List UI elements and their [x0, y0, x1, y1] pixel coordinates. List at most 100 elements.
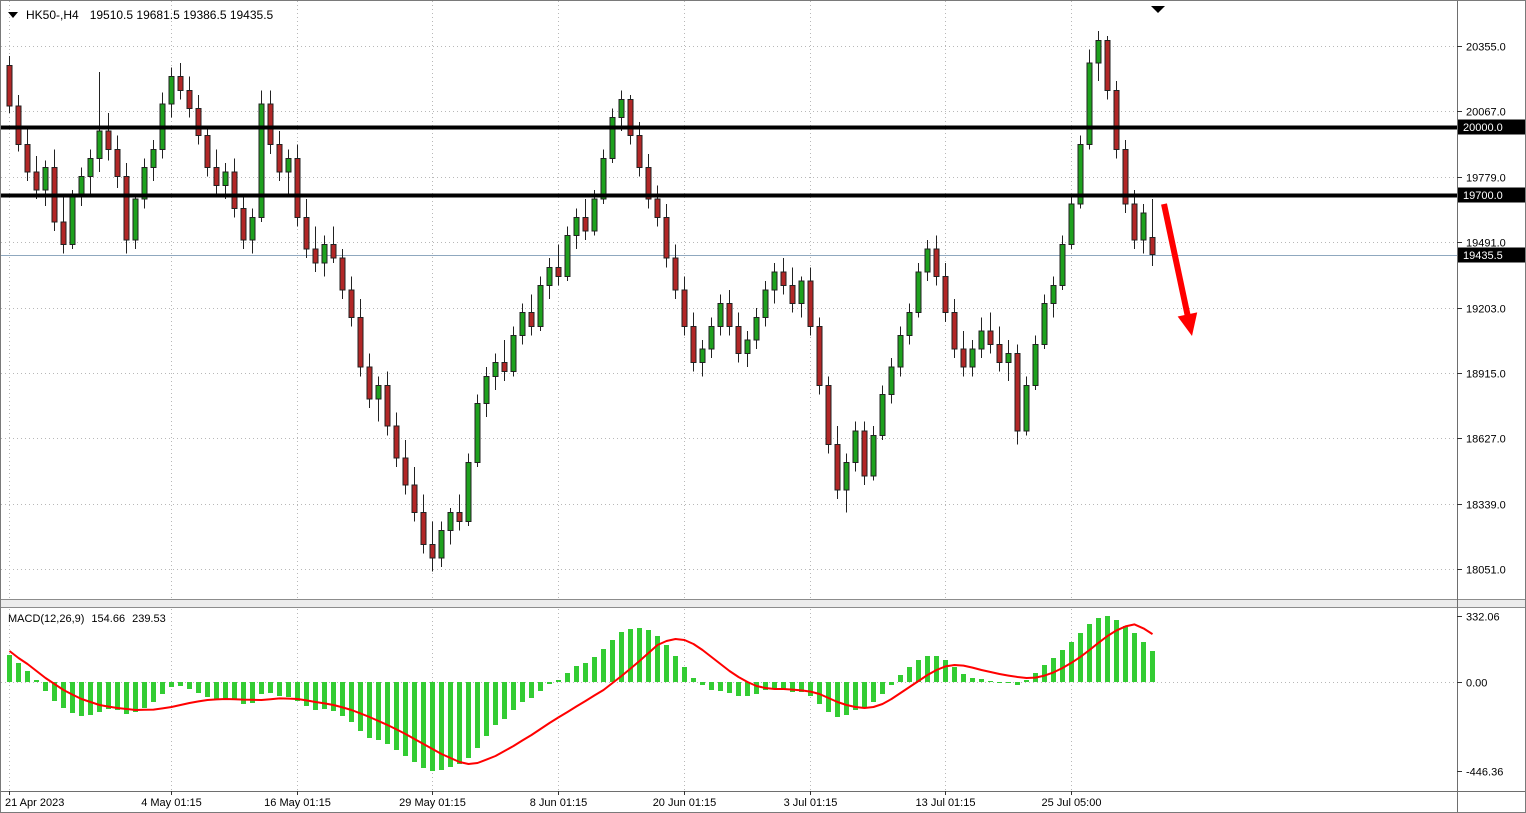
candle: [357, 299, 364, 377]
candle: [807, 267, 814, 336]
price-axis-label: 18051.0: [1466, 565, 1506, 577]
macd-axis-label: 332.06: [1466, 612, 1500, 624]
candle: [573, 208, 580, 250]
candle: [942, 262, 949, 322]
price-axis-label: 19203.0: [1466, 304, 1506, 316]
candle: [177, 63, 184, 100]
candle: [267, 90, 274, 154]
price-axis-label: 18627.0: [1466, 434, 1506, 446]
candle: [996, 326, 1003, 372]
candle: [960, 330, 967, 377]
panel-splitter-bar[interactable]: [1, 599, 1526, 607]
time-axis-label: 8 Jun 01:15: [530, 797, 588, 809]
candle: [375, 376, 382, 422]
main-plot-area[interactable]: [1, 1, 1457, 599]
candle: [852, 421, 859, 472]
candle: [888, 358, 895, 404]
svg-text:19700.0: 19700.0: [1463, 190, 1503, 202]
candle: [1095, 31, 1102, 82]
candle: [438, 521, 445, 567]
candle: [843, 453, 850, 513]
candle: [114, 135, 121, 188]
candle: [321, 235, 328, 277]
candle: [726, 290, 733, 336]
symbol-period-label: HK50-,H4: [26, 8, 79, 22]
candle: [978, 317, 985, 359]
candle: [663, 203, 670, 268]
time-axis-label: 4 May 01:15: [141, 797, 202, 809]
candle: [798, 276, 805, 318]
candle: [339, 249, 346, 300]
candle: [384, 371, 391, 436]
candle: [96, 72, 103, 172]
current-price-label-box: 19435.5: [1458, 247, 1525, 263]
candle: [447, 507, 454, 545]
candle: [906, 303, 913, 345]
candle: [771, 262, 778, 304]
candle: [537, 276, 544, 331]
level-price-label-box: 20000.0: [1458, 119, 1525, 135]
candle: [465, 453, 472, 527]
candle: [546, 258, 553, 300]
candle: [60, 194, 67, 254]
price-scale-area[interactable]: [1457, 1, 1525, 812]
candle: [132, 194, 139, 250]
candle: [654, 185, 661, 227]
candle: [969, 339, 976, 377]
candle: [708, 317, 715, 359]
candle: [1059, 235, 1066, 291]
time-scale-area[interactable]: [1, 791, 1457, 812]
candle: [411, 467, 418, 522]
candle: [1113, 81, 1120, 159]
candle: [510, 326, 517, 377]
candle: [150, 140, 157, 182]
candle: [294, 144, 301, 227]
candle: [1104, 35, 1111, 100]
candle: [879, 385, 886, 440]
macd-signal-value: 239.53: [132, 613, 166, 625]
candle: [276, 131, 283, 182]
panel-splitter[interactable]: [1, 599, 1525, 607]
macd-signal-line: [8, 623, 1154, 765]
candle: [924, 240, 931, 281]
macd-panel-area[interactable]: [1, 607, 1457, 791]
svg-text:19435.5: 19435.5: [1463, 250, 1503, 262]
candle: [1050, 276, 1057, 318]
candle: [735, 312, 742, 363]
candle: [1014, 344, 1021, 445]
candle: [744, 330, 751, 368]
candle: [87, 149, 94, 195]
candle: [753, 308, 760, 350]
time-axis-label: 3 Jul 01:15: [784, 797, 838, 809]
macd-main-value: 154.66: [91, 613, 126, 625]
down-arrow-annotation[interactable]: [1161, 203, 1198, 336]
candle: [312, 226, 319, 272]
chart-shift-marker-icon[interactable]: [1151, 6, 1165, 13]
time-axis-label: 29 May 01:15: [399, 797, 466, 809]
candle: [420, 494, 427, 554]
candle: [366, 353, 373, 409]
candle: [348, 276, 355, 327]
price-axis-label: 19779.0: [1466, 173, 1506, 185]
candle: [834, 426, 841, 499]
price-axis-label: 18915.0: [1466, 369, 1506, 381]
candle: [240, 194, 247, 250]
candle: [1149, 198, 1156, 266]
time-axis-label: 20 Jun 01:15: [653, 797, 717, 809]
candle: [591, 190, 598, 236]
candle: [825, 376, 832, 454]
candle: [204, 126, 211, 177]
candle: [564, 226, 571, 281]
candle: [681, 276, 688, 336]
price-axis-label: 19491.0: [1466, 238, 1506, 250]
macd-axis-label: 0.00: [1466, 678, 1487, 690]
candle: [330, 226, 337, 263]
candle: [1041, 294, 1048, 350]
candle: [861, 421, 868, 486]
candle: [951, 299, 958, 359]
ohlc-values: 19510.5 19681.5 19386.5 19435.5: [89, 8, 274, 22]
price-axis-label: 20355.0: [1466, 42, 1506, 54]
